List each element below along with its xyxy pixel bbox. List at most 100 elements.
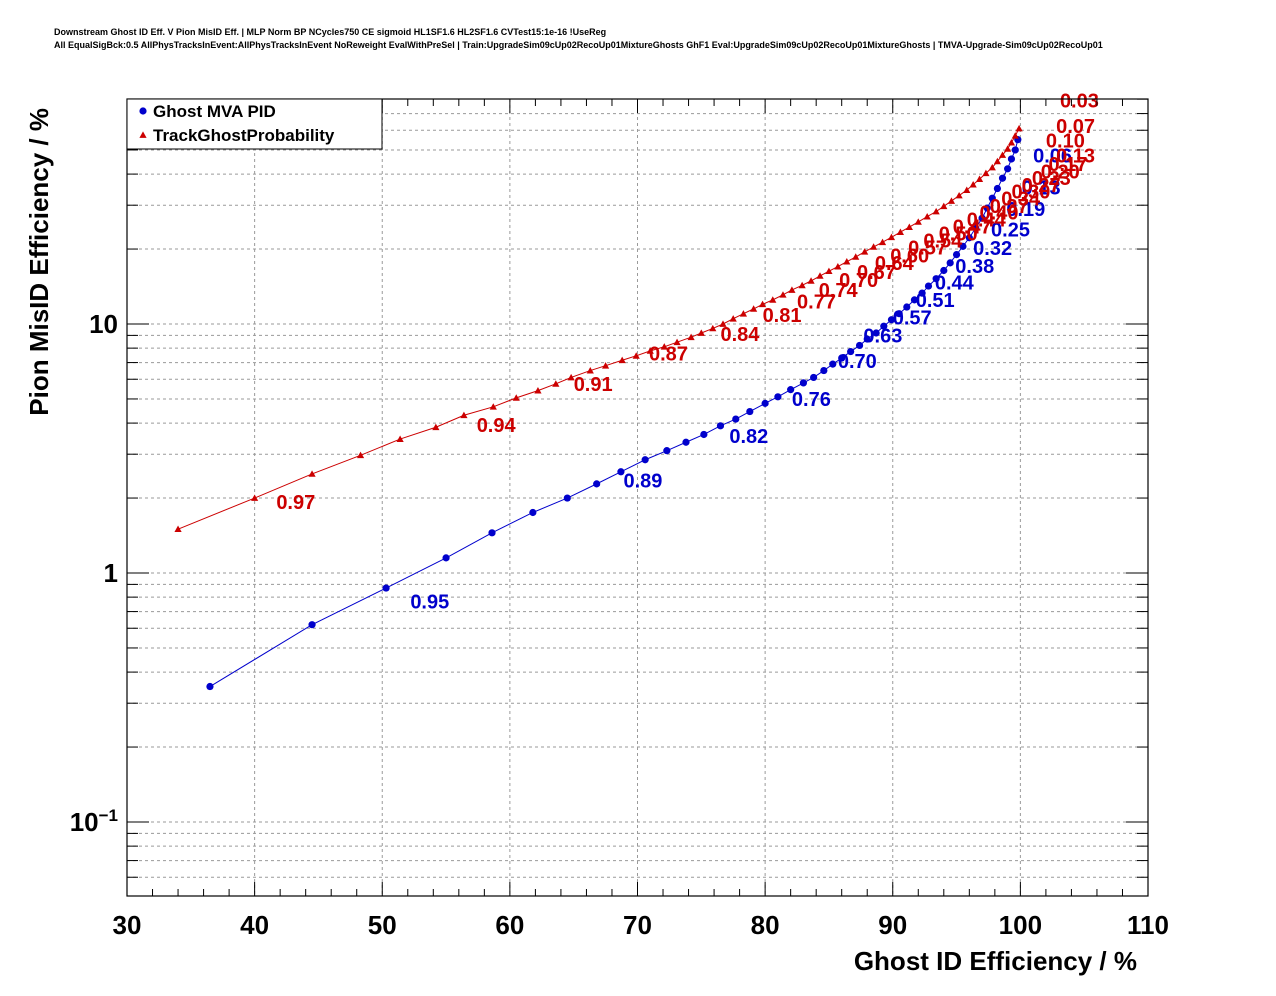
data-point xyxy=(820,366,828,375)
x-axis-label: Ghost ID Efficiency / % xyxy=(854,946,1137,976)
data-point xyxy=(1011,146,1019,154)
data-point xyxy=(975,175,984,182)
data-point xyxy=(432,423,440,431)
x-tick-label: 60 xyxy=(495,910,524,940)
legend: Ghost MVA PID TrackGhostProbability xyxy=(126,98,383,150)
threshold-label: 0.32 xyxy=(973,238,1012,260)
data-point xyxy=(586,366,594,374)
threshold-label: 0.13 xyxy=(1056,146,1095,168)
threshold-label: 0.54 xyxy=(923,231,963,253)
data-point xyxy=(512,394,520,401)
data-point xyxy=(947,197,956,204)
threshold-label: 0.19 xyxy=(1006,199,1045,221)
y-tick-label: 10−1 xyxy=(70,806,118,837)
data-point xyxy=(887,233,896,241)
data-point xyxy=(914,218,922,225)
data-point xyxy=(982,169,990,177)
data-point xyxy=(932,207,940,215)
data-point xyxy=(716,422,725,430)
data-point xyxy=(852,253,860,260)
data-point xyxy=(910,296,919,304)
threshold-label: 0.76 xyxy=(792,389,831,411)
threshold-label: 0.06 xyxy=(1033,146,1072,168)
threshold-label: 0.57 xyxy=(908,237,947,259)
series-line-0 xyxy=(209,139,1019,687)
data-point xyxy=(988,163,996,171)
data-point xyxy=(396,435,404,442)
data-point xyxy=(732,415,740,423)
data-point xyxy=(870,243,878,250)
threshold-label: 0.17 xyxy=(1048,154,1087,176)
data-point xyxy=(552,380,560,387)
threshold-label: 0.74 xyxy=(819,280,859,302)
data-point xyxy=(895,310,903,318)
data-point xyxy=(617,468,625,476)
data-point xyxy=(251,494,259,501)
data-point xyxy=(952,250,961,259)
threshold-label: 0.89 xyxy=(623,471,662,493)
data-point xyxy=(924,282,933,290)
data-point xyxy=(993,184,1002,193)
legend-label: Ghost MVA PID xyxy=(153,102,276,121)
data-point xyxy=(779,291,787,298)
data-point xyxy=(998,174,1007,182)
data-point xyxy=(761,399,769,407)
threshold-label: 0.97 xyxy=(276,492,315,514)
data-point xyxy=(905,223,913,230)
data-point xyxy=(382,584,390,592)
data-point xyxy=(660,343,668,350)
data-point xyxy=(993,157,1002,165)
threshold-label: 0.03 xyxy=(1060,90,1099,112)
data-point xyxy=(1004,145,1012,152)
data-point xyxy=(769,296,777,303)
data-point xyxy=(618,356,626,364)
threshold-label: 0.87 xyxy=(649,344,688,366)
threshold-label: 0.20 xyxy=(1041,161,1080,183)
data-point xyxy=(946,259,954,267)
x-tick-label: 110 xyxy=(1127,910,1169,940)
plot-title-line-1: Downstream Ghost ID Eff. V Pion MisID Ef… xyxy=(54,27,607,37)
data-point xyxy=(838,354,846,362)
data-point xyxy=(918,289,926,297)
data-point xyxy=(863,335,871,343)
data-point xyxy=(972,224,980,232)
data-point xyxy=(965,234,973,242)
threshold-label: 0.10 xyxy=(1046,131,1085,153)
data-point xyxy=(673,338,681,346)
x-tick-label: 70 xyxy=(623,910,652,940)
threshold-label: 0.60 xyxy=(890,246,929,268)
threshold-label: 0.91 xyxy=(574,374,613,396)
threshold-label: 0.63 xyxy=(863,325,902,347)
data-point xyxy=(799,379,808,387)
data-point xyxy=(861,248,869,255)
threshold-label: 0.77 xyxy=(797,292,836,314)
data-point xyxy=(798,281,806,289)
y-tick-label: 10 xyxy=(89,309,118,339)
series-layer xyxy=(174,124,1023,691)
data-point xyxy=(739,310,748,317)
data-point xyxy=(567,373,575,381)
data-point xyxy=(887,316,896,324)
data-point xyxy=(959,242,967,250)
data-point xyxy=(923,212,931,220)
data-point xyxy=(983,204,991,212)
data-point xyxy=(750,305,758,312)
threshold-label: 0.40 xyxy=(980,203,1019,225)
data-point xyxy=(206,682,214,691)
data-point xyxy=(1011,132,1019,139)
data-point xyxy=(829,360,837,368)
data-point xyxy=(855,341,864,350)
threshold-label: 0.82 xyxy=(729,426,768,448)
threshold-label: 0.47 xyxy=(953,217,992,239)
x-tick-label: 80 xyxy=(751,910,780,940)
threshold-label: 0.94 xyxy=(477,415,517,437)
data-point xyxy=(593,480,601,488)
data-point xyxy=(787,386,795,394)
data-point xyxy=(356,451,365,459)
threshold-label: 0.67 xyxy=(857,262,896,284)
threshold-label: 0.27 xyxy=(1022,175,1061,197)
grid-lines xyxy=(127,99,1148,896)
threshold-label: 0.07 xyxy=(1056,116,1095,138)
data-point xyxy=(880,322,888,330)
threshold-label: 0.95 xyxy=(410,591,449,613)
